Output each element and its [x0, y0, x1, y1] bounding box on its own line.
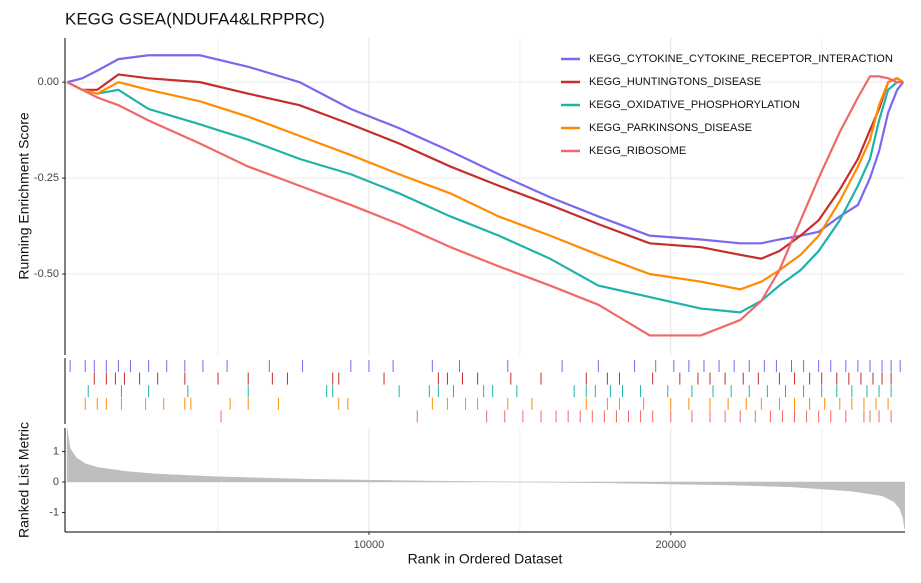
es-line — [66, 54, 905, 245]
chart-title: KEGG GSEA(NDUFA4&LRPPRC) — [65, 9, 325, 28]
legend-label: KEGG_HUNTINGTONS_DISEASE — [589, 76, 761, 88]
y-tick-label: 0 — [53, 476, 59, 488]
x-axis-label: Rank in Ordered Dataset — [408, 551, 563, 567]
es-line — [66, 81, 904, 314]
x-tick-label: 10000 — [354, 539, 385, 551]
y-tick-label: -1 — [49, 506, 59, 518]
y-tick-label: -0.25 — [34, 172, 59, 184]
es-line — [66, 77, 904, 291]
legend-label: KEGG_RIBOSOME — [589, 145, 686, 157]
legend-label: KEGG_CYTOKINE_CYTOKINE_RECEPTOR_INTERACT… — [589, 53, 893, 65]
x-tick-label: 20000 — [655, 539, 686, 551]
es-line — [66, 73, 904, 260]
y-tick-label: -0.50 — [34, 268, 59, 280]
y-tick-label: 0.00 — [38, 76, 59, 88]
metric-area — [66, 428, 905, 530]
y-axis-label: Ranked List Metric — [16, 422, 32, 538]
legend-label: KEGG_OXIDATIVE_PHOSPHORYLATION — [589, 99, 800, 111]
es-line — [66, 75, 904, 337]
y-tick-label: 1 — [53, 445, 59, 457]
legend-label: KEGG_PARKINSONS_DISEASE — [589, 122, 752, 134]
y-axis-label: Running Enrichment Score — [16, 112, 32, 280]
